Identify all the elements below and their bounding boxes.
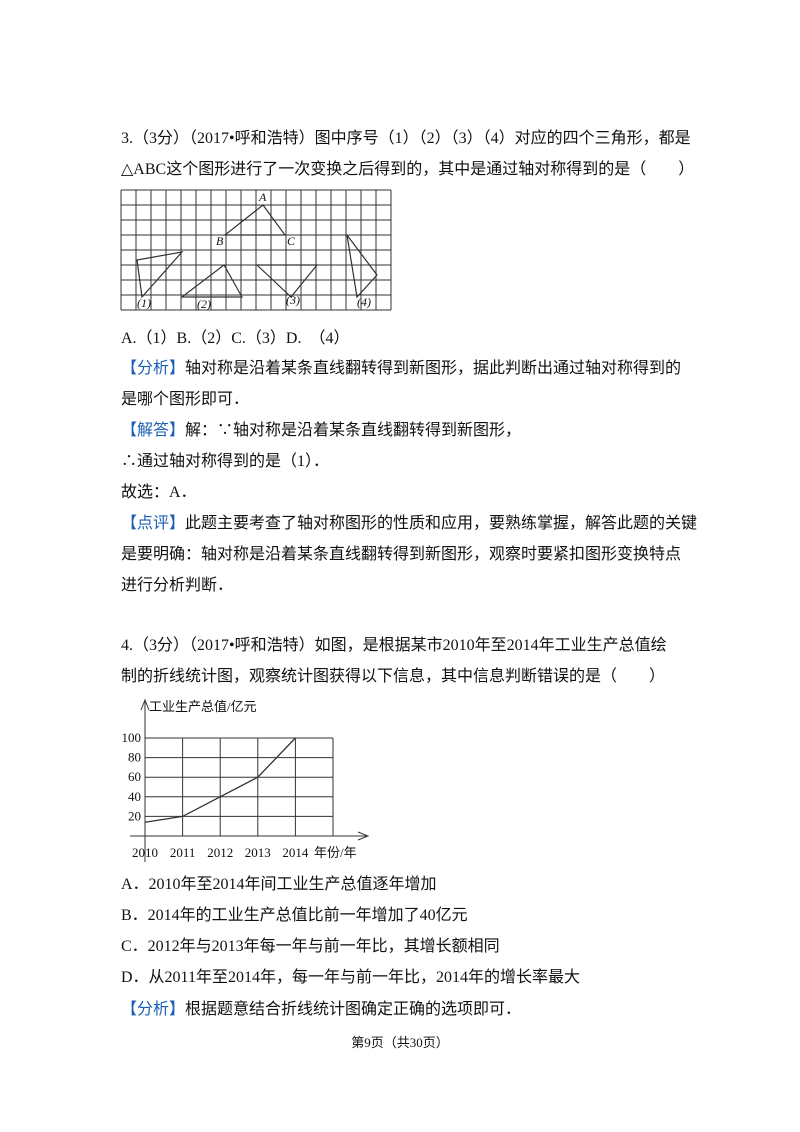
text-line: B．2014年的工业生产总值比前一年增加了40亿元	[121, 906, 468, 924]
triangle-1	[136, 251, 184, 299]
text-line: A．2010年至2014年间工业生产总值逐年增加	[121, 875, 437, 893]
text-line: △ABC这个图形进行了一次变换之后得到的，其中是通过轴对称得到的是（ ）	[121, 160, 694, 178]
fig-label: A	[258, 190, 267, 204]
text-line: 是要明确：轴对称是沿着某条直线翻转得到新图形，观察时要紧扣图形变换特点	[121, 545, 681, 563]
x-axis-label: 年份/年	[314, 845, 357, 860]
fig-label: B	[216, 234, 224, 248]
fig-label: (4)	[357, 295, 371, 309]
text-line: D．从2011年至2014年，每一年与前一年比，2014年的增长率最大	[121, 968, 580, 986]
x-tick-label: 2010	[132, 845, 158, 860]
y-axis-label: 工业生产总值/亿元	[149, 699, 257, 714]
text-line: 【点评】此题主要考查了轴对称图形的性质和应用，要熟练掌握，解答此题的关键	[121, 513, 697, 532]
text-line: 【解答】解：∵轴对称是沿着某条直线翻转得到新图形，	[121, 421, 521, 439]
x-tick-label: 2014	[282, 845, 309, 860]
text-line: 【分析】根据题意结合折线统计图确定正确的选项即可．	[121, 999, 521, 1018]
fig-label: C	[287, 234, 296, 248]
text-line: 进行分析判断．	[121, 576, 233, 594]
text: 解：∵轴对称是沿着某条直线翻转得到新图形，	[185, 421, 521, 439]
x-tick-label: 2012	[207, 845, 233, 860]
text: 轴对称是沿着某条直线翻转得到新图形，据此判断出通过轴对称得到的	[185, 359, 681, 377]
fig-label: (1)	[137, 296, 151, 310]
y-tick-label: 100	[122, 730, 142, 745]
text-line: 【分析】轴对称是沿着某条直线翻转得到新图形，据此判断出通过轴对称得到的	[121, 359, 681, 377]
tag: 【分析】	[121, 1000, 185, 1018]
data-line	[144, 737, 296, 823]
text-line: 是哪个图形即可．	[121, 390, 249, 408]
fig-label: (2)	[197, 297, 211, 311]
y-tick-label: 20	[128, 808, 141, 823]
tag: 【解答】	[121, 421, 185, 439]
triangle-3	[255, 264, 319, 298]
triangles	[136, 204, 378, 299]
text-line: 4.（3分）（2017•呼和浩特）如图，是根据某市2010年至2014年工业生产…	[121, 636, 667, 654]
triangle-2	[180, 264, 244, 298]
text-line: C．2012年与2013年每一年与前一年比，其增长额相同	[121, 937, 500, 955]
axis-arrow	[357, 831, 370, 841]
text-line: A.（1）B.（2）C.（3）D. （4）	[121, 329, 349, 347]
text-line: 3.（3分）（2017•呼和浩特）图中序号（1）（2）（3）（4）对应的四个三角…	[121, 128, 691, 147]
triangle-figure	[120, 189, 392, 311]
axis-arrow	[140, 698, 150, 711]
triangle-abc	[223, 204, 287, 236]
text-line: 故选：A．	[121, 483, 197, 501]
y-tick-label: 80	[128, 750, 141, 765]
text-line: ∴通过轴对称得到的是（1）．	[121, 452, 329, 470]
fig-label: (3)	[286, 293, 300, 307]
x-tick-label: 2013	[245, 845, 271, 860]
tag: 【分析】	[121, 359, 185, 377]
x-tick-label: 2011	[170, 845, 196, 860]
triangle-4	[346, 234, 378, 299]
text: 根据题意结合折线统计图确定正确的选项即可．	[185, 999, 521, 1018]
y-tick-label: 60	[128, 769, 141, 784]
y-tick-label: 40	[128, 789, 141, 804]
text-line: 制的折线统计图，观察统计图获得以下信息，其中信息判断错误的是（ ）	[121, 667, 665, 685]
tag: 【点评】	[121, 514, 185, 532]
text: 此题主要考查了轴对称图形的性质和应用，要熟练掌握，解答此题的关键	[185, 513, 697, 532]
footer: 第9页（共30页）	[351, 1035, 449, 1050]
